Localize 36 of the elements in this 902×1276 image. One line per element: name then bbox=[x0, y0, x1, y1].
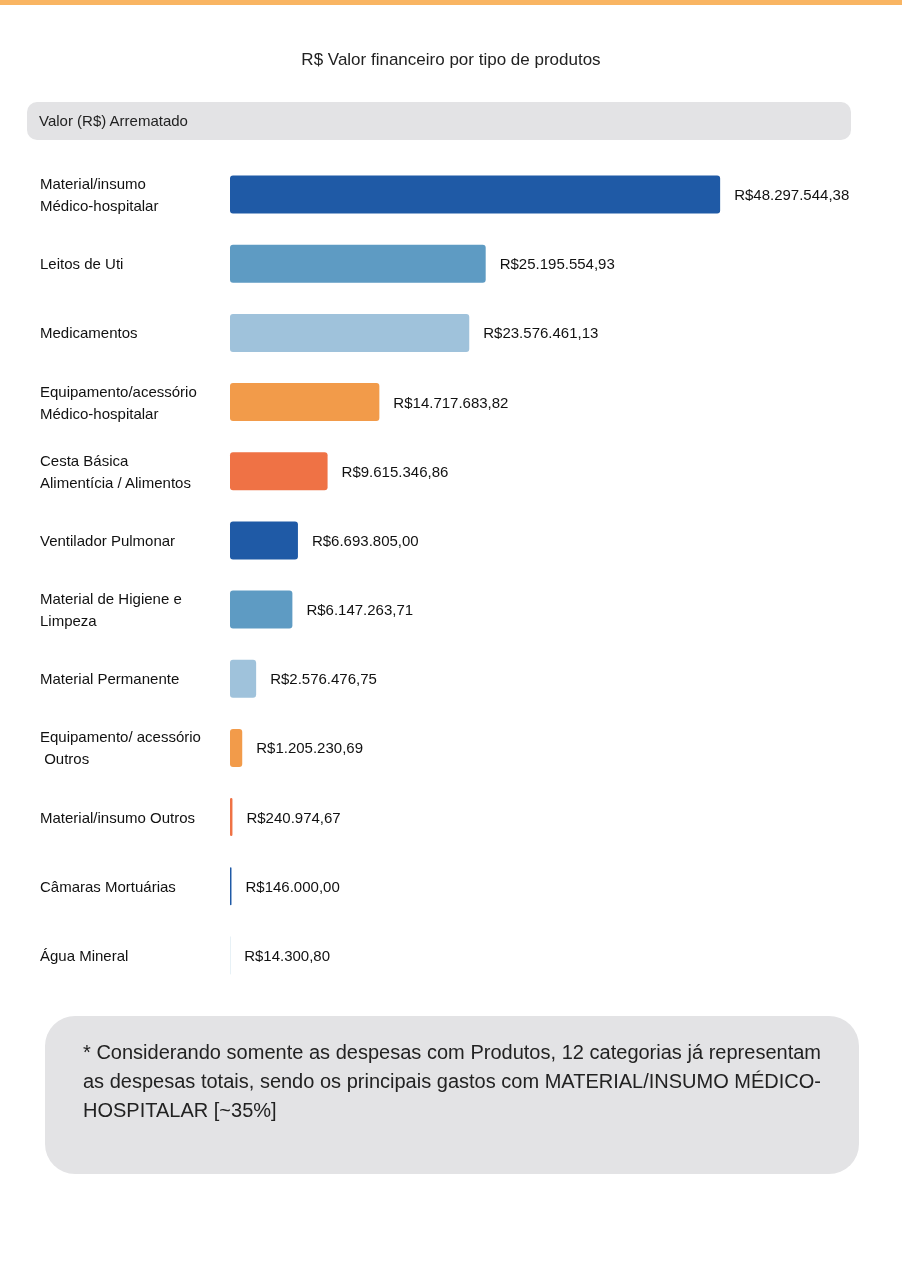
bar bbox=[230, 659, 257, 698]
y-tick-label: Material/insumo Médico-hospitalar bbox=[40, 175, 159, 215]
y-tick-label: Material/insumo Outros bbox=[40, 808, 196, 826]
bar bbox=[230, 175, 721, 214]
y-tick-label: Equipamento/ acessório Outros bbox=[40, 728, 201, 768]
data-label: R$48.297.544,38 bbox=[734, 186, 850, 204]
y-tick-label: Água Mineral bbox=[40, 946, 129, 964]
bar bbox=[230, 313, 470, 352]
bar bbox=[230, 452, 328, 491]
chart-title: R$ Valor financeiro por tipo de produtos bbox=[300, 50, 602, 70]
data-label: R$2.576.476,75 bbox=[270, 670, 377, 688]
y-tick-label: Leitos de Uti bbox=[40, 255, 124, 273]
data-label: R$6.693.805,00 bbox=[311, 531, 419, 549]
data-label: R$23.576.461,13 bbox=[483, 324, 599, 342]
y-tick-label: Material de Higiene e Limpeza bbox=[40, 590, 186, 630]
data-label: R$1.205.230,69 bbox=[256, 739, 363, 757]
bar bbox=[230, 383, 380, 422]
y-tick-label: Medicamentos bbox=[40, 324, 138, 342]
data-label: R$240.974,67 bbox=[246, 808, 341, 826]
text: * Considerando somente as despesas com Produtos, 12 categorias já representam as despesas totais, sendo os principais gastos com MATERIAL/INSUMO MÉDICO-HOSPITALAR [~35%] bbox=[45, 1016, 859, 1174]
data-label: R$25.195.554,93 bbox=[499, 255, 615, 273]
data-label: R$6.147.263,71 bbox=[306, 601, 414, 619]
data-label: R$14.717.683,82 bbox=[393, 393, 509, 411]
y-tick-label: Equipamento/acessório Médico-hospitalar bbox=[40, 382, 201, 422]
data-label: R$146.000,00 bbox=[245, 877, 340, 895]
data-label: R$9.615.346,86 bbox=[341, 462, 449, 480]
y-tick-label: Cesta Básica Alimentícia / Alimentos bbox=[40, 451, 191, 491]
bar bbox=[230, 244, 486, 283]
bar bbox=[230, 728, 243, 767]
bar bbox=[230, 521, 298, 560]
chart-subtitle: Valor (R$) Arrematado bbox=[27, 102, 851, 140]
data-label: R$14.300,80 bbox=[244, 946, 331, 964]
bar bbox=[230, 590, 293, 629]
y-tick-label: Material Permanente bbox=[40, 670, 180, 688]
y-tick-label: Ventilador Pulmonar bbox=[40, 531, 176, 549]
y-tick-label: Câmaras Mortuárias bbox=[40, 877, 176, 895]
